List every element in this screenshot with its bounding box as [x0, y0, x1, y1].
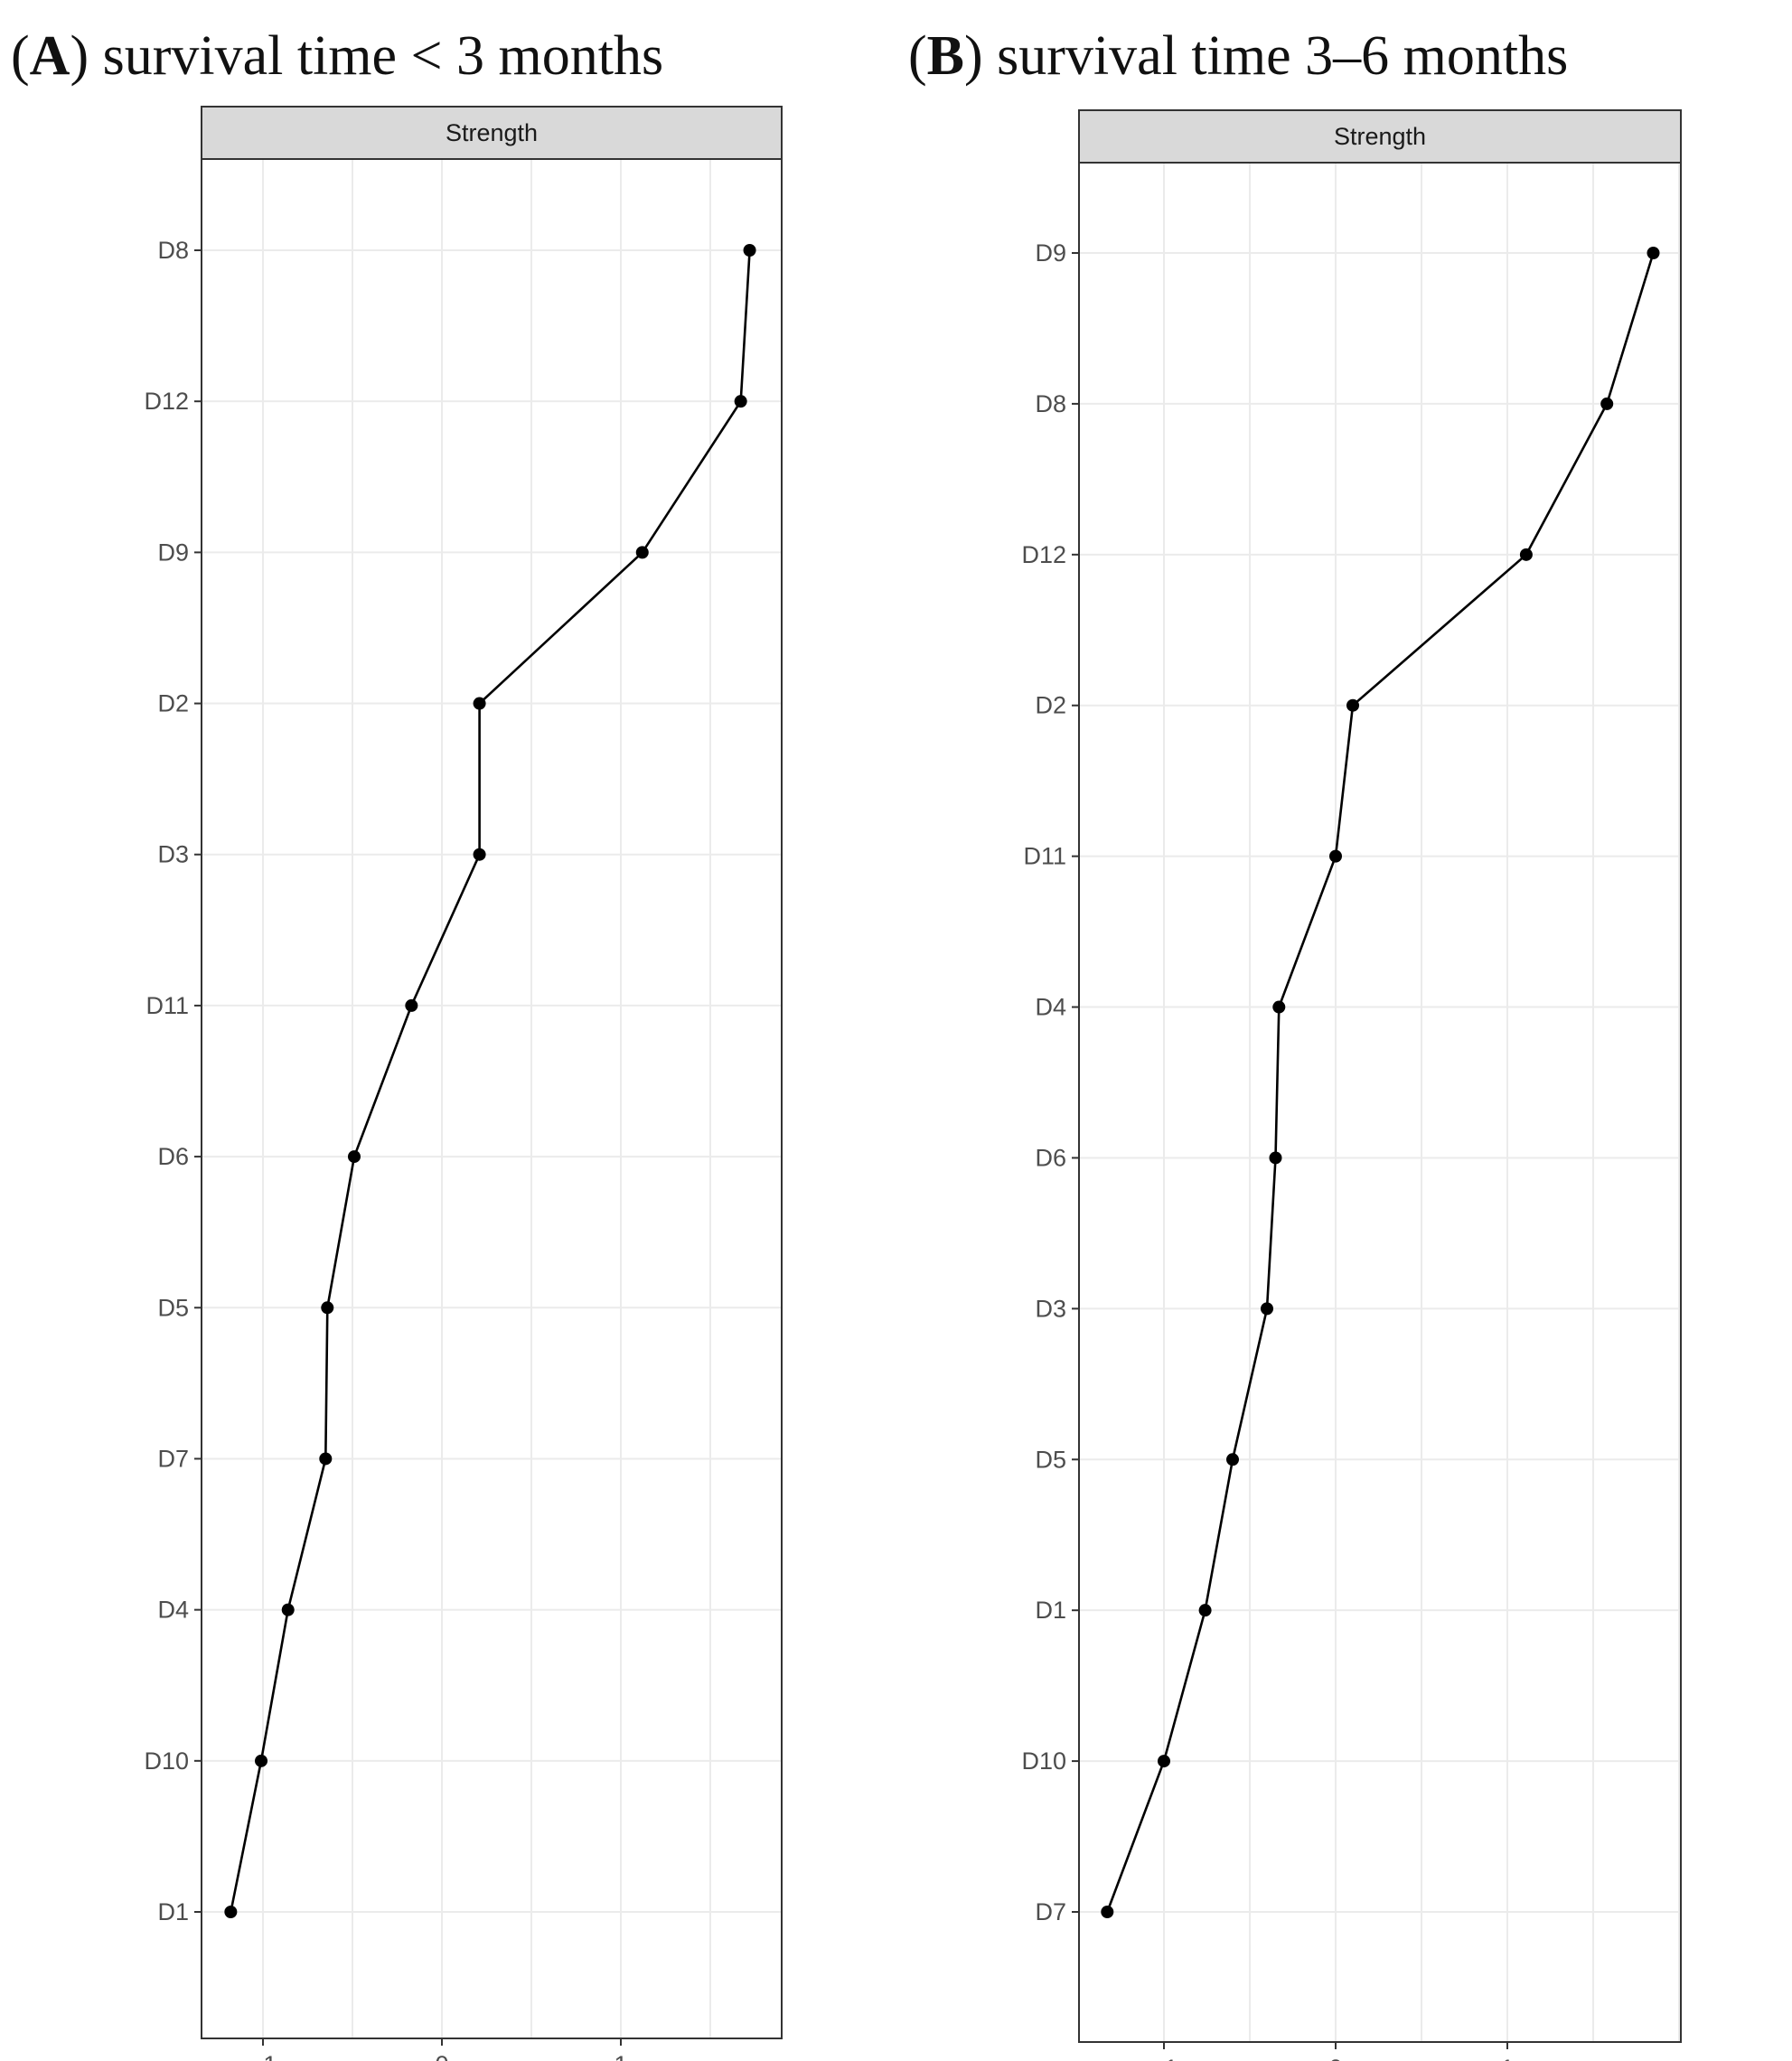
y-tick-label: D10 [144, 1747, 189, 1775]
plot-border [201, 158, 783, 2039]
y-tick-label: D9 [1035, 239, 1066, 267]
plot-border [1078, 162, 1682, 2043]
data-point-d6 [347, 1150, 361, 1164]
panel-letter: B [927, 25, 964, 87]
facet-strip-label: Strength [446, 119, 538, 146]
x-tick-label: −1 [249, 2051, 277, 2061]
y-tick-label: D5 [157, 1294, 189, 1321]
y-tick-label: D3 [1035, 1295, 1066, 1322]
series-line [230, 249, 751, 1913]
panel-heading-paren-open: ( [11, 25, 30, 87]
y-tick-label: D8 [1035, 390, 1066, 417]
data-point-d4 [281, 1603, 295, 1616]
data-point-d4 [1272, 1000, 1286, 1014]
y-tick-label: D11 [145, 992, 189, 1019]
y-tick-label: D1 [1035, 1597, 1066, 1624]
y-tick-label: D6 [1035, 1144, 1066, 1171]
y-tick-label: D7 [157, 1445, 189, 1472]
x-tick-label: 0 [1328, 2055, 1342, 2061]
facet-strip [201, 106, 783, 160]
data-point-d9 [635, 546, 649, 559]
data-point-d2 [473, 697, 486, 710]
data-point-d10 [255, 1754, 268, 1767]
y-tick-label: D12 [1021, 541, 1066, 568]
y-tick-label: D2 [157, 690, 189, 717]
panel-b: (B) survival time 3–6 months Strength D9 D8… [908, 25, 1682, 2061]
y-tick-label: D3 [157, 841, 189, 868]
x-tick-label: 1 [1500, 2055, 1514, 2061]
panel-heading-b: (B) survival time 3–6 months [908, 25, 1568, 87]
data-point-d8 [1600, 397, 1614, 410]
data-point-d5 [321, 1301, 334, 1315]
facet-strip [1078, 109, 1682, 164]
y-tick-label: D7 [1035, 1898, 1066, 1925]
y-tick-label: D4 [157, 1597, 189, 1624]
data-point-d12 [1519, 548, 1533, 561]
data-point-d7 [319, 1452, 333, 1466]
data-point-d3 [473, 848, 486, 861]
y-tick-label: D12 [144, 388, 189, 415]
data-point-d9 [1647, 247, 1660, 259]
panel-letter: A [30, 25, 70, 87]
y-tick-label: D9 [157, 539, 189, 566]
y-tick-label: D11 [1023, 843, 1066, 870]
plot-area [202, 159, 782, 2038]
x-tick-label: 1 [614, 2051, 627, 2061]
data-point-d5 [1226, 1453, 1239, 1466]
panel-a: (A) survival time < 3 months Strength D8 D1… [11, 25, 783, 2061]
y-tick-label: D10 [1021, 1747, 1066, 1775]
x-tick-label: −1 [1150, 2055, 1178, 2061]
data-point-d6 [1269, 1151, 1282, 1165]
y-tick-label: D2 [1035, 692, 1066, 719]
data-point-d8 [743, 244, 756, 257]
data-point-d3 [1261, 1302, 1273, 1316]
x-tick-label: 0 [435, 2051, 448, 2061]
panel-title: survival time 3–6 months [997, 25, 1568, 87]
panel-heading-paren-close: ) [964, 25, 997, 87]
data-point-d2 [1346, 698, 1359, 712]
y-tick-label: D8 [157, 237, 189, 264]
plot-area [1079, 163, 1681, 2042]
y-tick-label: D5 [1035, 1446, 1066, 1473]
data-point-d11 [1329, 849, 1342, 863]
y-tick-label: D4 [1035, 994, 1066, 1021]
data-point-d7 [1101, 1906, 1114, 1918]
data-point-d1 [224, 1906, 238, 1918]
data-point-d10 [1158, 1755, 1170, 1768]
data-point-d11 [405, 998, 418, 1012]
panel-heading-paren-open: ( [908, 25, 927, 87]
y-tick-label: D1 [157, 1898, 189, 1925]
series-line [1106, 252, 1655, 1913]
data-point-d1 [1198, 1604, 1212, 1617]
data-point-d12 [734, 395, 747, 408]
facet-strip-label: Strength [1334, 123, 1426, 150]
panel-title: survival time < 3 months [103, 25, 663, 87]
panel-heading-a: (A) survival time < 3 months [11, 25, 663, 87]
y-tick-label: D6 [157, 1143, 189, 1170]
panel-heading-paren-close: ) [70, 25, 102, 87]
